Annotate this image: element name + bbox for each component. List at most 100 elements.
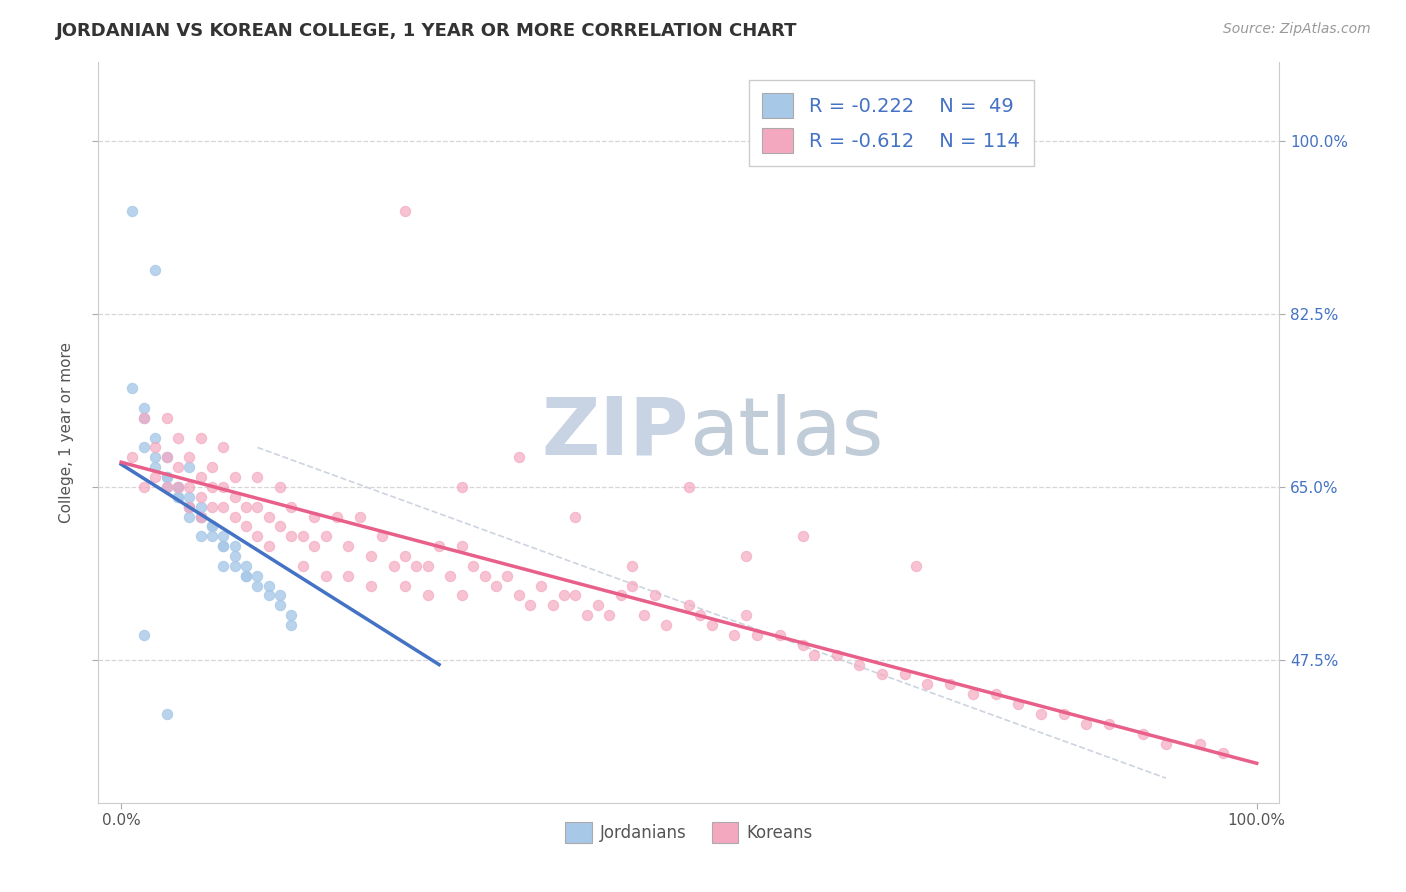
Point: [190, 509, 212, 524]
Point: [212, 500, 235, 514]
Point: [143, 470, 166, 484]
Point: [257, 539, 280, 553]
Point: [893, 667, 915, 681]
Text: atlas: atlas: [689, 393, 883, 472]
Point: [564, 589, 586, 603]
Point: [179, 450, 201, 465]
Point: [349, 509, 371, 524]
Point: [155, 480, 177, 494]
Point: [179, 500, 201, 514]
Point: [212, 441, 235, 455]
Point: [848, 657, 870, 672]
Text: Source: ZipAtlas.com: Source: ZipAtlas.com: [1223, 22, 1371, 37]
Point: [962, 687, 984, 701]
Point: [121, 381, 143, 395]
Point: [212, 480, 235, 494]
Point: [179, 460, 201, 475]
Point: [190, 490, 212, 504]
Point: [190, 470, 212, 484]
Point: [474, 568, 496, 582]
Point: [678, 480, 700, 494]
Point: [1053, 706, 1076, 721]
Text: JORDANIAN VS KOREAN COLLEGE, 1 YEAR OR MORE CORRELATION CHART: JORDANIAN VS KOREAN COLLEGE, 1 YEAR OR M…: [56, 22, 797, 40]
Point: [689, 608, 711, 623]
Point: [1007, 697, 1029, 711]
Point: [745, 628, 768, 642]
Point: [235, 558, 257, 573]
Point: [463, 558, 485, 573]
Point: [439, 568, 461, 582]
Text: ZIP: ZIP: [541, 393, 689, 472]
Point: [235, 500, 257, 514]
Point: [179, 500, 201, 514]
Point: [212, 539, 235, 553]
Point: [519, 599, 541, 613]
Point: [201, 480, 224, 494]
Point: [224, 509, 246, 524]
Point: [132, 401, 155, 415]
Legend: Jordanians, Koreans: Jordanians, Koreans: [558, 815, 820, 850]
Point: [1029, 706, 1052, 721]
Point: [224, 539, 246, 553]
Point: [337, 568, 360, 582]
Point: [394, 203, 416, 218]
Point: [179, 509, 201, 524]
Point: [257, 509, 280, 524]
Point: [155, 450, 177, 465]
Point: [575, 608, 598, 623]
Point: [190, 529, 212, 543]
Point: [564, 509, 586, 524]
Point: [1188, 737, 1211, 751]
Point: [610, 589, 633, 603]
Point: [235, 568, 257, 582]
Point: [224, 549, 246, 563]
Point: [143, 262, 166, 277]
Point: [224, 558, 246, 573]
Point: [508, 450, 530, 465]
Point: [212, 539, 235, 553]
Point: [553, 589, 575, 603]
Point: [337, 539, 360, 553]
Point: [280, 618, 302, 632]
Point: [291, 558, 314, 573]
Point: [405, 558, 427, 573]
Point: [143, 450, 166, 465]
Point: [723, 628, 745, 642]
Point: [280, 500, 302, 514]
Point: [825, 648, 848, 662]
Point: [541, 599, 564, 613]
Point: [143, 460, 166, 475]
Point: [132, 480, 155, 494]
Point: [1098, 716, 1121, 731]
Point: [416, 558, 439, 573]
Point: [190, 500, 212, 514]
Point: [621, 558, 644, 573]
Point: [121, 203, 143, 218]
Point: [302, 509, 325, 524]
Point: [143, 441, 166, 455]
Point: [212, 558, 235, 573]
Point: [917, 677, 939, 691]
Point: [155, 480, 177, 494]
Point: [633, 608, 655, 623]
Point: [246, 579, 269, 593]
Point: [508, 589, 530, 603]
Point: [143, 431, 166, 445]
Point: [167, 431, 190, 445]
Point: [1076, 716, 1098, 731]
Point: [586, 599, 609, 613]
Point: [450, 589, 472, 603]
Point: [792, 638, 814, 652]
Point: [155, 410, 177, 425]
Point: [302, 539, 325, 553]
Y-axis label: College, 1 year or more: College, 1 year or more: [59, 343, 75, 523]
Point: [201, 500, 224, 514]
Point: [1212, 747, 1234, 761]
Point: [246, 470, 269, 484]
Point: [201, 460, 224, 475]
Point: [246, 500, 269, 514]
Point: [155, 450, 177, 465]
Point: [269, 519, 291, 533]
Point: [224, 470, 246, 484]
Point: [167, 480, 190, 494]
